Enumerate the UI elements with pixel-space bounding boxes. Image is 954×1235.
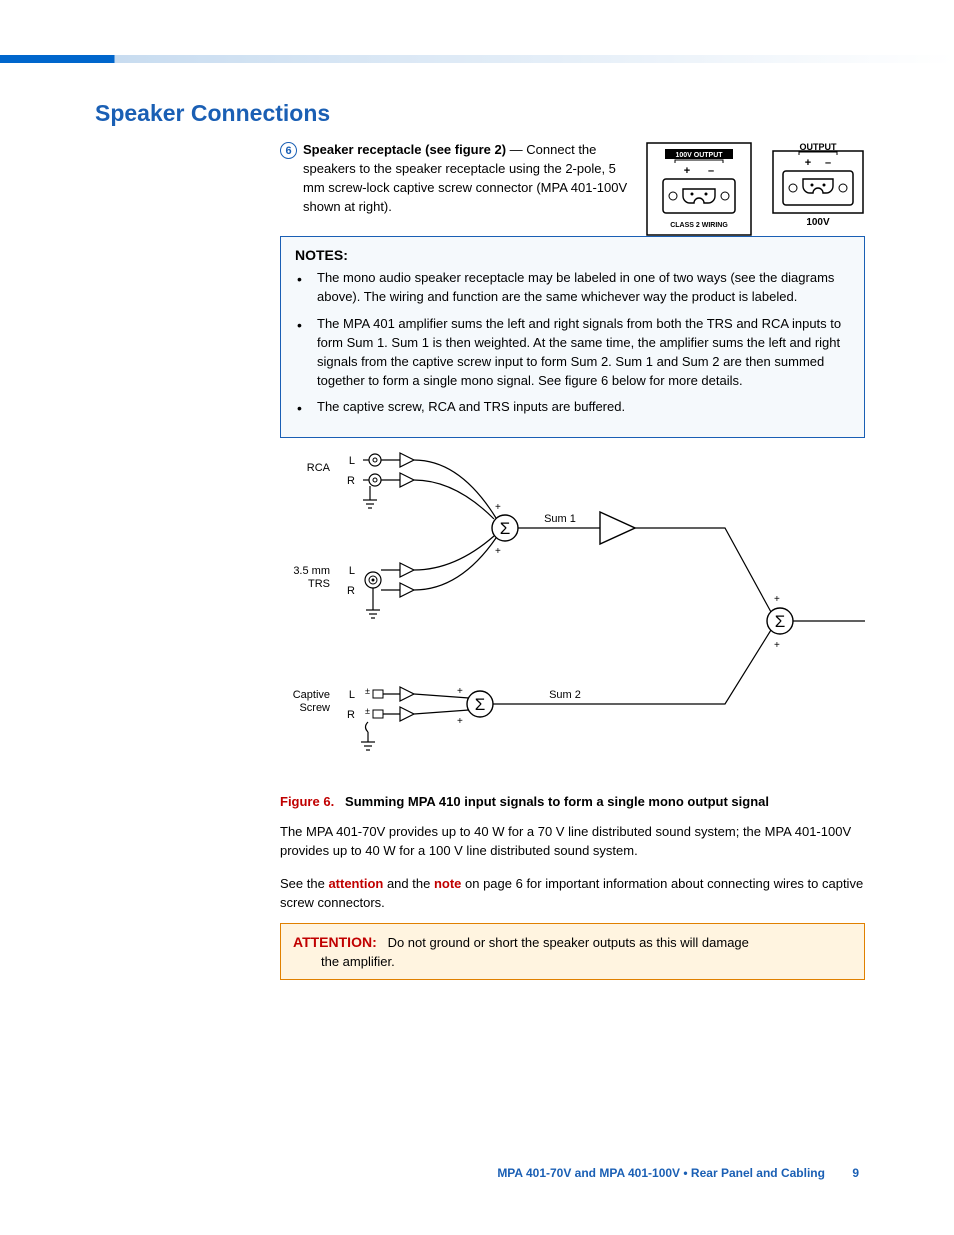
notes-heading: NOTES: <box>295 247 850 263</box>
plus-s2a: + <box>457 686 463 697</box>
plus-s1b: + <box>495 546 501 557</box>
header-stripe <box>0 55 954 63</box>
figure-title: Summing MPA 410 input signals to form a … <box>345 794 769 809</box>
plus-s2b: + <box>457 716 463 727</box>
diag-L3: L <box>349 689 355 701</box>
footer-text: MPA 401-70V and MPA 401-100V • Rear Pane… <box>497 1166 825 1180</box>
item-6-bold: Speaker receptacle (see figure 2) <box>303 142 506 157</box>
attention-label: ATTENTION: <box>293 934 377 950</box>
sigma-3: Σ <box>775 612 786 631</box>
page-number: 9 <box>852 1166 859 1180</box>
diag-sum1: Sum 1 <box>544 513 576 525</box>
diag-sum2: Sum 2 <box>549 689 581 701</box>
diagram-svg: RCA L R 3.5 mm TRS L R <box>225 446 865 786</box>
plus-s1a: + <box>495 502 501 513</box>
diag-R: R <box>347 475 355 487</box>
diag-R2: R <box>347 585 355 597</box>
conn-left-top: 100V OUTPUT <box>675 152 723 159</box>
conn-left-plus: + <box>684 165 690 177</box>
diag-rca-label: RCA <box>307 462 331 474</box>
item-number-icon: 6 <box>280 142 297 159</box>
p2-mid: and the <box>383 876 434 891</box>
diag-pm1: ± <box>365 686 370 696</box>
notes-item: The MPA 401 amplifier sums the left and … <box>317 315 850 390</box>
notes-item: The mono audio speaker receptacle may be… <box>317 269 850 307</box>
section-heading: Speaker Connections <box>95 100 865 127</box>
connector-left-svg: 100V OUTPUT + – CLASS 2 WIRING <box>645 141 753 237</box>
connector-right-svg: OUTPUT + – 100V <box>771 141 865 227</box>
diag-pm2: ± <box>365 706 370 716</box>
p2-pre: See the <box>280 876 328 891</box>
conn-left-minus: – <box>708 165 714 177</box>
attention-text-2: the amplifier. <box>321 953 852 972</box>
sigma-1: Σ <box>500 519 511 538</box>
diag-L2: L <box>349 565 355 577</box>
notes-box: NOTES: The mono audio speaker receptacle… <box>280 236 865 438</box>
diag-L: L <box>349 455 355 467</box>
diag-trs2: TRS <box>308 578 330 590</box>
paragraph-1: The MPA 401-70V provides up to 40 W for … <box>280 823 865 861</box>
item-6-text: Speaker receptacle (see figure 2) — Conn… <box>303 141 638 216</box>
conn-right-minus: – <box>825 157 831 169</box>
p2-kw2: note <box>434 876 461 891</box>
figure-label: Figure 6. <box>280 794 334 809</box>
conn-right-plus: + <box>805 157 811 169</box>
page-footer: MPA 401-70V and MPA 401-100V • Rear Pane… <box>0 1166 954 1180</box>
paragraph-2: See the attention and the note on page 6… <box>280 875 865 913</box>
notes-item: The captive screw, RCA and TRS inputs ar… <box>317 398 850 417</box>
conn-left-bot: CLASS 2 WIRING <box>670 222 728 229</box>
notes-list: The mono audio speaker receptacle may be… <box>295 269 850 417</box>
page-content: Speaker Connections 6 Speaker receptacle… <box>95 100 865 980</box>
diag-cap1: Captive <box>293 689 330 701</box>
plus-s3b: + <box>774 640 780 651</box>
diag-trs1: 3.5 mm <box>293 565 330 577</box>
attention-text-1: Do not ground or short the speaker outpu… <box>388 935 749 950</box>
conn-right-top: OUTPUT <box>800 142 838 152</box>
item-6-row: 6 Speaker receptacle (see figure 2) — Co… <box>280 141 865 216</box>
p2-kw1: attention <box>328 876 383 891</box>
diag-cap2: Screw <box>299 702 330 714</box>
connector-diagrams: 100V OUTPUT + – CLASS 2 WIRING OUTPUT + <box>645 141 865 237</box>
signal-diagram: RCA L R 3.5 mm TRS L R <box>225 446 865 786</box>
sigma-2: Σ <box>475 695 486 714</box>
figure-caption: Figure 6. Summing MPA 410 input signals … <box>280 794 865 809</box>
conn-right-bot: 100V <box>806 217 830 227</box>
diag-R3: R <box>347 709 355 721</box>
attention-box: ATTENTION: Do not ground or short the sp… <box>280 923 865 981</box>
plus-s3a: + <box>774 594 780 605</box>
